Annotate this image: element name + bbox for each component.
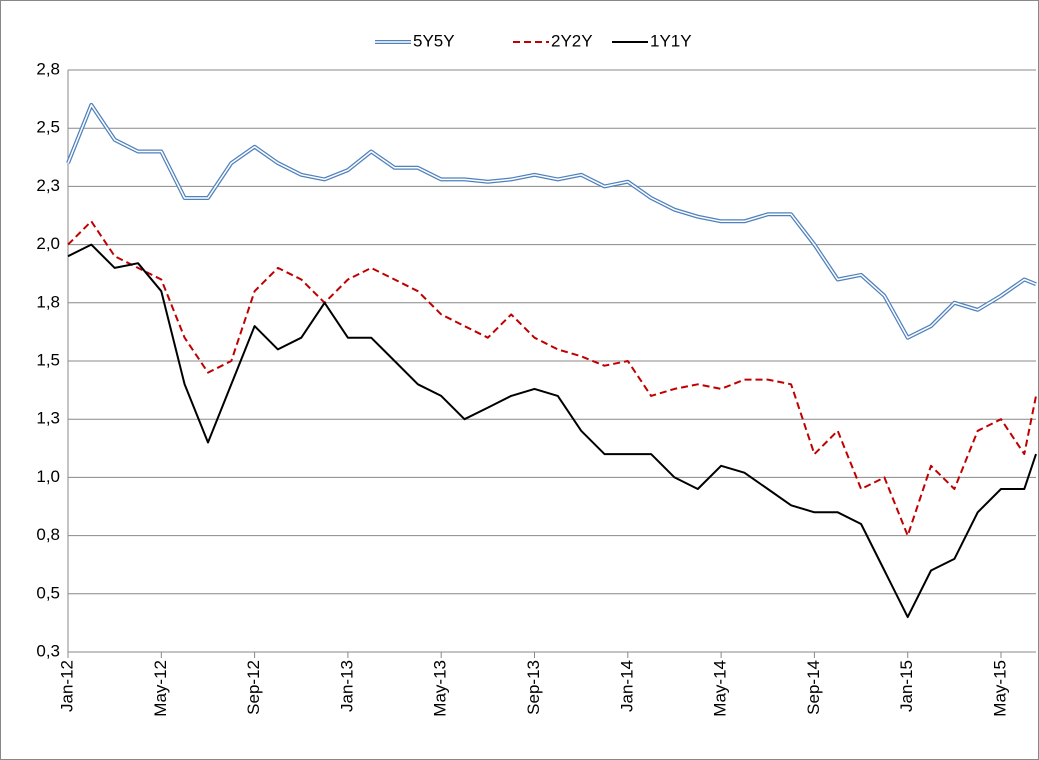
- legend-label: 5Y5Y: [413, 31, 455, 50]
- series-line: [67, 220, 1037, 537]
- x-tick-label: Jan-13: [337, 660, 356, 712]
- y-tick-label: 2,3: [36, 176, 60, 195]
- y-tick-label: 0,8: [36, 525, 60, 544]
- y-tick-label: 1,8: [36, 292, 60, 311]
- series-line: [67, 243, 1037, 619]
- x-tick-label: May-13: [431, 660, 450, 717]
- y-tick-label: 1,0: [36, 467, 60, 486]
- x-tick-label: May-12: [151, 660, 170, 717]
- y-tick-label: 1,5: [36, 350, 60, 369]
- series-line-inner: [67, 104, 1037, 339]
- x-tick-label: Sep-12: [244, 660, 263, 715]
- legend-label: 1Y1Y: [650, 31, 692, 50]
- x-tick-label: Sep-14: [804, 660, 823, 715]
- y-tick-label: 2,5: [36, 118, 60, 137]
- x-tick-label: Sep-13: [524, 660, 543, 715]
- x-tick-label: Jan-14: [617, 660, 636, 712]
- legend-label: 2Y2Y: [551, 31, 593, 50]
- x-tick-label: Jan-12: [57, 660, 76, 712]
- y-tick-label: 2,8: [36, 59, 60, 78]
- y-tick-label: 0,5: [36, 583, 60, 602]
- y-tick-label: 0,3: [36, 641, 60, 660]
- y-tick-label: 1,3: [36, 409, 60, 428]
- x-tick-label: Jan-15: [897, 660, 916, 712]
- x-tick-label: May-14: [711, 660, 730, 717]
- x-tick-label: May-15: [990, 660, 1009, 717]
- y-tick-label: 2,0: [36, 234, 60, 253]
